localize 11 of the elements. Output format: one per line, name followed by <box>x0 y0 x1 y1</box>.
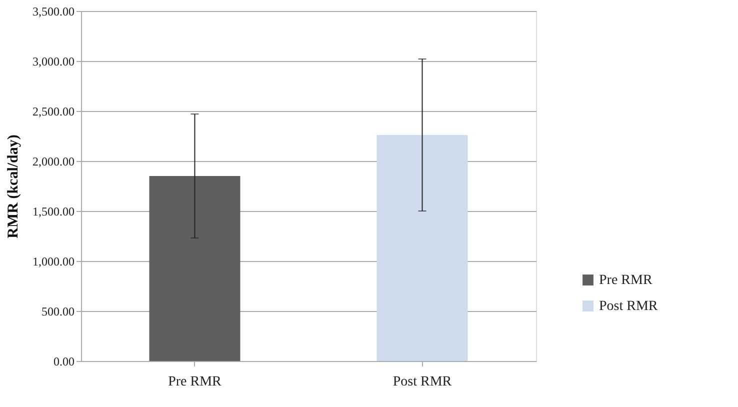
y-tick-label: 3,000.00 <box>32 54 74 68</box>
y-tick-label: 3,500.00 <box>32 4 74 18</box>
y-tick-label: 1,500.00 <box>32 204 74 218</box>
y-tick-label: 2,500.00 <box>32 104 74 118</box>
y-tick-label: 2,000.00 <box>32 154 74 168</box>
y-tick-label: 500.00 <box>42 304 74 318</box>
legend-label: Pre RMR <box>599 273 653 288</box>
y-tick-label: 1,000.00 <box>32 254 74 268</box>
y-tick-label: 0.00 <box>54 354 74 368</box>
y-axis-title: RMR (kcal/day) <box>6 134 22 238</box>
legend-label: Post RMR <box>599 299 658 314</box>
